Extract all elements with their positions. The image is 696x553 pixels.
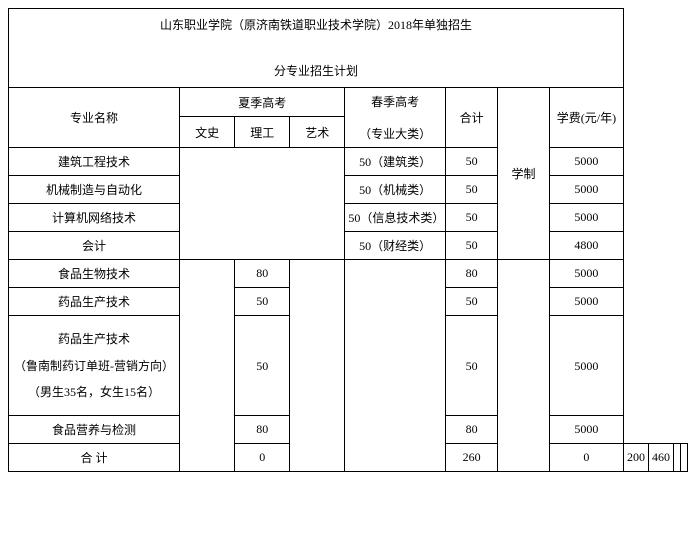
header-wenshi: 文史 xyxy=(180,117,235,148)
tuition-cell: 5000 xyxy=(549,148,623,176)
major-cell: 建筑工程技术 xyxy=(9,148,180,176)
spring-cell: 50（建筑类） xyxy=(345,148,446,176)
ligong-cell: 50 xyxy=(235,316,290,416)
total-cell: 50 xyxy=(445,316,497,416)
blank-summer xyxy=(180,148,345,260)
blank-spring xyxy=(345,260,446,472)
major-cell: 药品生产技术 xyxy=(9,288,180,316)
summary-spring: 200 xyxy=(624,444,649,472)
title-line-1: 山东职业学院（原济南铁道职业技术学院）2018年单独招生 xyxy=(160,18,472,32)
spring-cell: 50（机械类） xyxy=(345,176,446,204)
tuition-cell: 5000 xyxy=(549,416,623,444)
blank-yishu xyxy=(290,260,345,472)
header-spring-top: 春季高考 xyxy=(371,95,419,109)
header-yishu: 艺术 xyxy=(290,117,345,148)
spring-cell: 50（信息技术类） xyxy=(345,204,446,232)
tuition-cell: 5000 xyxy=(549,260,623,288)
total-cell: 80 xyxy=(445,260,497,288)
major-cell: 食品生物技术 xyxy=(9,260,180,288)
header-spring-sub: （专业大类） xyxy=(359,127,431,141)
title-line-2: 分专业招生计划 xyxy=(274,64,358,78)
major-cell: 食品营养与检测 xyxy=(9,416,180,444)
major-l3: （男生35名，女生15名） xyxy=(28,385,160,399)
tuition-cell: 5000 xyxy=(549,316,623,416)
major-cell: 计算机网络技术 xyxy=(9,204,180,232)
tuition-cell: 5000 xyxy=(549,176,623,204)
total-cell: 80 xyxy=(445,416,497,444)
major-cell: 机械制造与自动化 xyxy=(9,176,180,204)
summary-label: 合 计 xyxy=(9,444,180,472)
major-cell: 会计 xyxy=(9,232,180,260)
total-cell: 50 xyxy=(445,148,497,176)
total-cell: 50 xyxy=(445,176,497,204)
header-major: 专业名称 xyxy=(9,88,180,148)
tuition-cell: 5000 xyxy=(549,288,623,316)
header-ligong: 理工 xyxy=(235,117,290,148)
blank-duration xyxy=(498,260,550,472)
tuition-cell: 5000 xyxy=(549,204,623,232)
header-tuition: 学费(元/年) xyxy=(549,88,623,148)
total-cell: 50 xyxy=(445,288,497,316)
admissions-table: 山东职业学院（原济南铁道职业技术学院）2018年单独招生 分专业招生计划 专业名… xyxy=(8,8,688,472)
doc-title: 山东职业学院（原济南铁道职业技术学院）2018年单独招生 分专业招生计划 xyxy=(9,9,624,88)
total-cell: 50 xyxy=(445,232,497,260)
summary-tuition xyxy=(681,444,688,472)
ligong-cell: 50 xyxy=(235,288,290,316)
summary-yishu: 0 xyxy=(549,444,623,472)
header-spring: 春季高考 （专业大类） xyxy=(345,88,446,148)
header-summer: 夏季高考 xyxy=(180,88,345,117)
summary-total: 460 xyxy=(649,444,674,472)
major-cell-tall: 药品生产技术 （鲁南制药订单班-营销方向） （男生35名，女生15名） xyxy=(9,316,180,416)
header-duration: 学制 xyxy=(498,88,550,260)
blank-wenshi xyxy=(180,260,235,472)
major-l1: 药品生产技术 xyxy=(58,332,130,346)
spring-cell: 50（财经类） xyxy=(345,232,446,260)
summary-duration xyxy=(674,444,681,472)
header-total: 合计 xyxy=(445,88,497,148)
ligong-cell: 80 xyxy=(235,260,290,288)
major-l2: （鲁南制药订单班-营销方向） xyxy=(14,359,174,373)
total-cell: 50 xyxy=(445,204,497,232)
ligong-cell: 80 xyxy=(235,416,290,444)
tuition-cell: 4800 xyxy=(549,232,623,260)
summary-ligong: 260 xyxy=(445,444,497,472)
summary-wenshi: 0 xyxy=(235,444,290,472)
